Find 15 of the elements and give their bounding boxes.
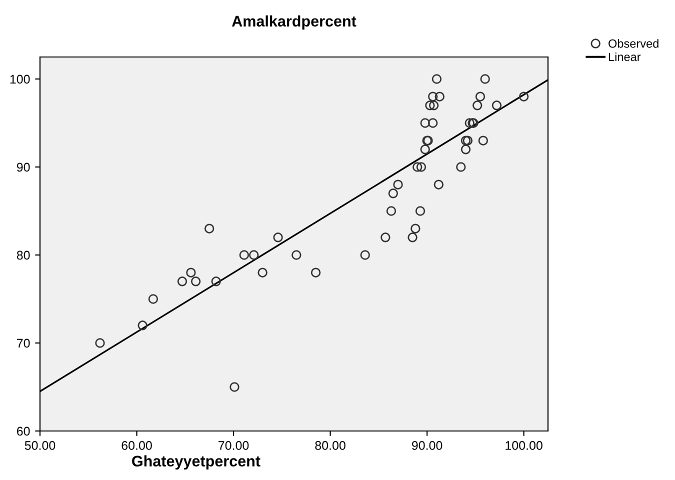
y-tick-label: 90 — [16, 162, 30, 172]
x-tick-label: 90.00 — [412, 441, 442, 450]
y-tick-label: 100 — [10, 74, 30, 84]
legend-label: Observed — [608, 39, 658, 48]
x-axis-title: Ghateyyetpercent — [132, 455, 260, 470]
y-tick-label: 60 — [17, 426, 30, 436]
y-tick-label: 70 — [17, 338, 30, 348]
chart-title: Amalkardpercent — [232, 15, 356, 30]
x-tick-label: 50.00 — [24, 441, 56, 450]
x-tick-label: 100.00 — [506, 441, 542, 450]
x-tick-label: 80.00 — [315, 441, 346, 450]
y-tick-label: 80 — [16, 250, 30, 260]
x-tick-label: 60.00 — [122, 441, 152, 450]
x-tick-label: 70.00 — [218, 441, 249, 450]
legend-label: Linear — [608, 52, 641, 62]
